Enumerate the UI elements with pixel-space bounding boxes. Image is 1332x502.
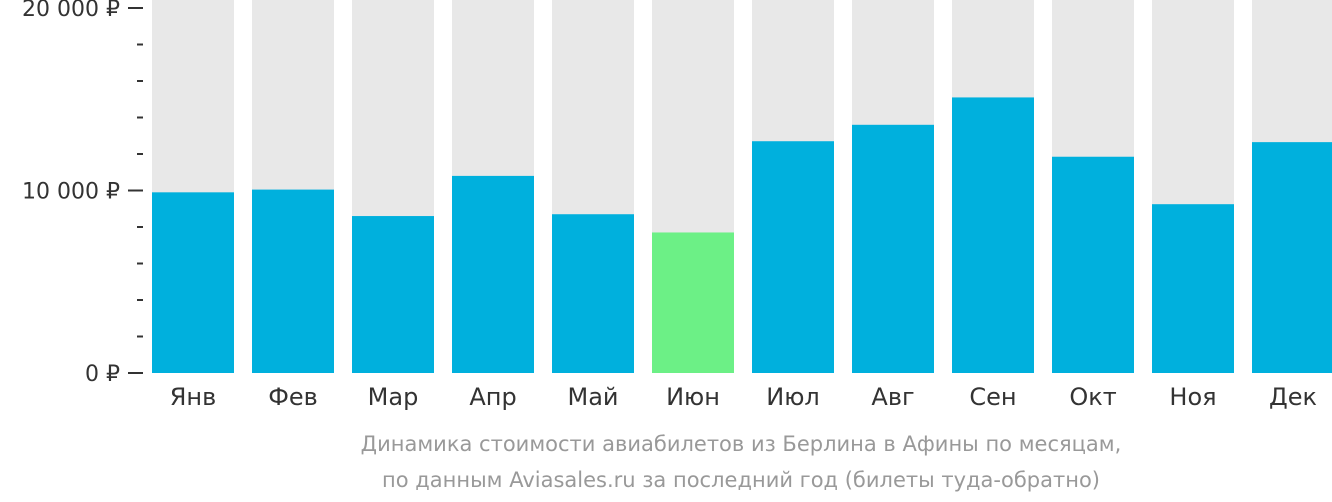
x-tick-label: Ноя xyxy=(1169,383,1216,411)
x-tick-label: Янв xyxy=(170,383,217,411)
x-tick-label: Окт xyxy=(1069,383,1116,411)
x-tick-label: Авг xyxy=(871,383,914,411)
bar-8 xyxy=(852,124,934,373)
x-tick-label: Сен xyxy=(969,383,1016,411)
bar-5 xyxy=(552,214,634,373)
x-tick-label: Фев xyxy=(268,383,318,411)
bar-3 xyxy=(352,216,434,373)
x-tick-label: Июн xyxy=(666,383,720,411)
bar-10 xyxy=(1052,156,1134,373)
bar-4 xyxy=(452,175,534,373)
bar-12 xyxy=(1252,142,1332,373)
x-tick-label: Дек xyxy=(1269,383,1317,411)
y-tick-label: 0 ₽ xyxy=(85,362,120,387)
x-tick-label: Июл xyxy=(766,383,820,411)
bar-2 xyxy=(252,189,334,373)
bar-9 xyxy=(952,97,1034,374)
x-tick-label: Май xyxy=(567,383,618,411)
chart-caption-line-2: по данным Aviasales.ru за последний год … xyxy=(382,468,1100,492)
bar-7 xyxy=(752,141,834,373)
y-tick-label: 10 000 ₽ xyxy=(22,180,120,205)
bar-1 xyxy=(152,192,234,373)
bar-11 xyxy=(1152,204,1234,373)
y-tick-label: 20 000 ₽ xyxy=(22,0,120,22)
chart-caption-line-1: Динамика стоимости авиабилетов из Берлин… xyxy=(360,432,1122,456)
x-tick-label: Мар xyxy=(368,383,419,411)
bar-6 xyxy=(652,232,734,373)
x-tick-label: Апр xyxy=(469,383,516,411)
